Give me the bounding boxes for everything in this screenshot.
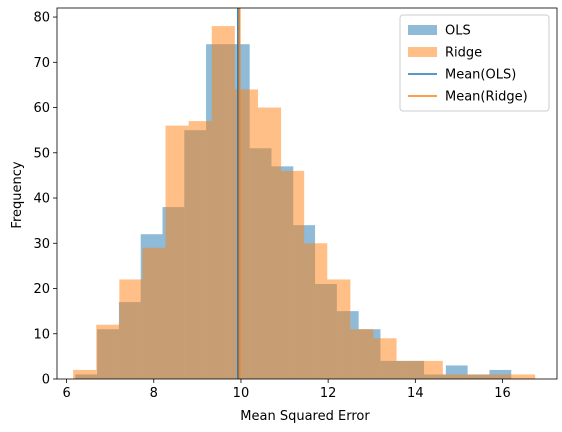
ridge-bar [281, 170, 305, 379]
y-tick-label: 10 [33, 327, 50, 342]
x-axis: 6 8 10 12 14 16 [62, 379, 511, 401]
y-tick-label: 20 [33, 282, 50, 297]
ridge-bar [327, 279, 351, 379]
x-tick-label: 16 [494, 386, 511, 401]
ridge-bar [419, 360, 443, 379]
legend-swatch-ridge [408, 47, 437, 57]
ridge-bar [188, 121, 212, 380]
y-tick-label: 70 [33, 56, 50, 71]
x-tick-label: 10 [233, 386, 250, 401]
legend-label-mean-ridge: Mean(Ridge) [445, 90, 528, 105]
y-tick-label: 0 [42, 373, 50, 388]
x-tick-label: 12 [320, 386, 337, 401]
legend-label-ols: OLS [445, 24, 471, 39]
ridge-bars [73, 26, 536, 380]
y-axis: 0 10 20 30 40 50 60 70 80 [33, 11, 57, 388]
x-tick-label: 14 [407, 386, 424, 401]
legend-box [399, 14, 550, 112]
ridge-bar [142, 247, 166, 379]
plot-frame [56, 7, 558, 380]
y-tick-label: 80 [33, 11, 50, 26]
ridge-bar [373, 338, 397, 379]
ridge-bar [73, 369, 97, 379]
ridge-bar [465, 374, 489, 379]
ridge-bar [442, 374, 466, 379]
ridge-bar [350, 329, 374, 379]
legend-label-mean-ols: Mean(OLS) [445, 68, 516, 83]
y-tick-label: 60 [33, 101, 50, 116]
ridge-bar [512, 374, 536, 379]
y-tick-label: 50 [33, 146, 50, 161]
ridge-bar [257, 107, 282, 379]
x-axis-label: Mean Squared Error [240, 409, 370, 424]
legend: OLS Ridge Mean(OLS) Mean(Ridge) [399, 14, 550, 112]
x-tick-label: 8 [150, 386, 158, 401]
y-axis-label: Frequency [10, 161, 25, 228]
ridge-bar [304, 243, 328, 379]
ridge-bar [119, 279, 143, 379]
y-tick-label: 30 [33, 237, 50, 252]
ridge-bar [396, 360, 420, 379]
ridge-bar [488, 374, 513, 379]
legend-label-ridge: Ridge [445, 46, 482, 61]
ridge-bar [211, 26, 235, 379]
y-tick-label: 40 [33, 192, 50, 207]
ridge-bar [165, 125, 189, 379]
x-tick-label: 6 [62, 386, 70, 401]
mean-lines [237, 8, 241, 379]
ridge-bar [96, 324, 120, 379]
legend-swatch-ols [408, 25, 437, 35]
ridge-bar [234, 89, 258, 379]
